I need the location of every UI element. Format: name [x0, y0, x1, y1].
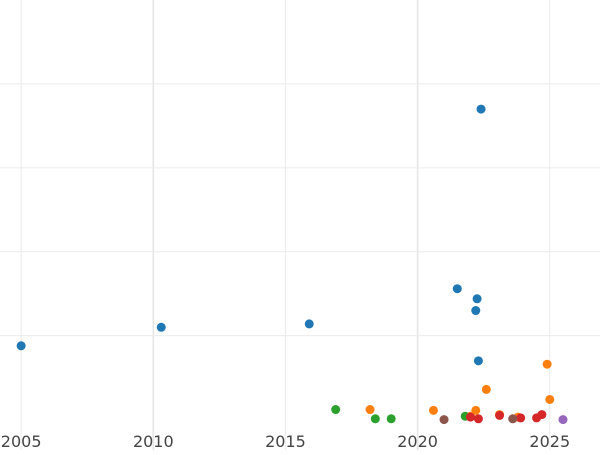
data-point: [476, 104, 486, 114]
data-point: [452, 284, 462, 294]
data-point: [331, 405, 341, 415]
data-point: [473, 414, 483, 424]
data-point: [471, 306, 481, 316]
data-point: [508, 414, 518, 424]
data-point: [365, 405, 375, 415]
x-tick-label-2005: 2005: [1, 432, 42, 450]
data-point: [386, 414, 396, 424]
data-point: [542, 359, 552, 369]
points-layer: [16, 104, 568, 425]
data-point: [558, 415, 568, 425]
data-point: [545, 394, 555, 404]
data-point: [370, 414, 380, 424]
x-tick-label-2015: 2015: [265, 432, 306, 450]
data-point: [156, 322, 166, 332]
x-tick-labels: 2005 2010 2015 2020 2025: [1, 432, 570, 451]
data-point: [16, 341, 26, 351]
data-point: [428, 405, 438, 415]
x-tick-label-2020: 2020: [397, 432, 438, 450]
x-tick-label-2010: 2010: [133, 432, 174, 450]
data-point: [472, 294, 482, 304]
x-tick-label-2025: 2025: [529, 432, 570, 450]
data-point: [481, 384, 491, 394]
data-point: [439, 415, 449, 425]
data-point: [516, 413, 526, 423]
data-point: [473, 356, 483, 366]
data-point: [465, 412, 475, 422]
data-point: [304, 319, 314, 329]
data-point: [471, 405, 481, 415]
data-point: [537, 410, 547, 420]
data-point: [495, 410, 505, 420]
